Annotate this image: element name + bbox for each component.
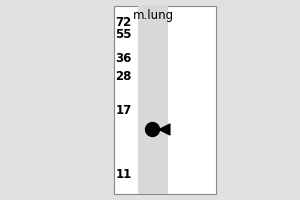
Text: m.lung: m.lung <box>132 9 174 22</box>
Point <box>161 127 166 131</box>
Text: 17: 17 <box>116 104 132 117</box>
Point <box>149 127 154 131</box>
Text: 28: 28 <box>116 71 132 84</box>
Bar <box>138 6 168 194</box>
Text: 72: 72 <box>116 17 132 29</box>
Bar <box>114 6 216 194</box>
Text: 36: 36 <box>116 52 132 66</box>
Text: 55: 55 <box>116 28 132 42</box>
Text: 11: 11 <box>116 168 132 180</box>
